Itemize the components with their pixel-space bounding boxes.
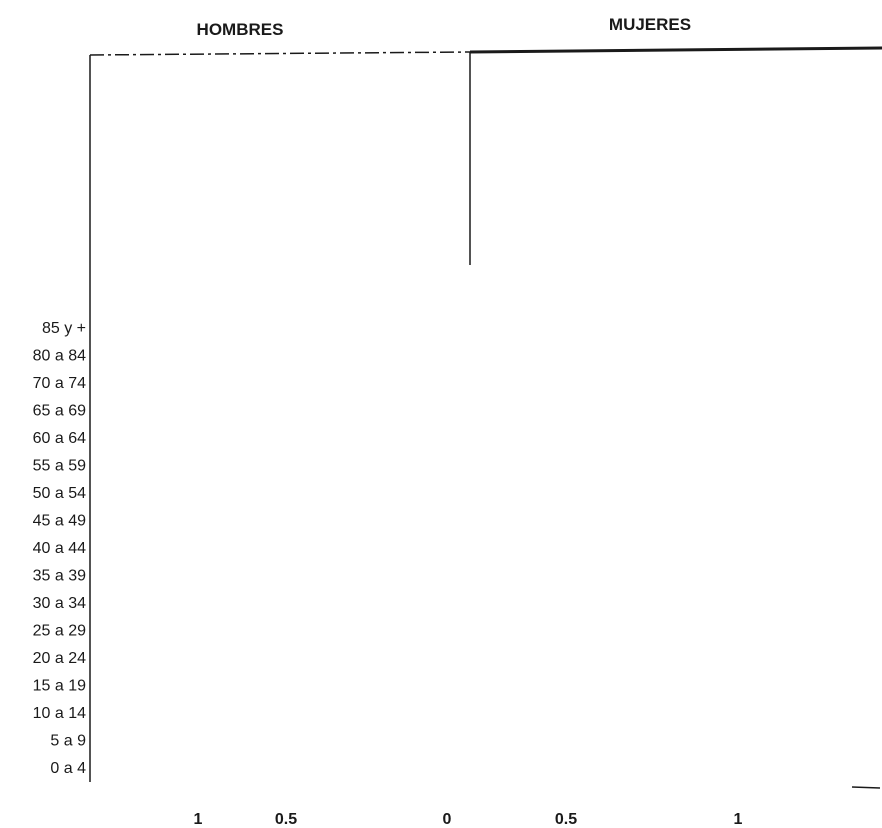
age-label: 80 a 84 (33, 348, 86, 365)
x-tick-label: 1 (194, 811, 203, 828)
age-label: 55 a 59 (33, 458, 86, 475)
panel-title-mujeres: MUJERES (609, 15, 691, 34)
age-label: 45 a 49 (33, 513, 86, 530)
age-group-labels: 0 a 4 5 a 9 10 a 14 15 a 19 20 a 24 25 a 29 30… (33, 320, 86, 777)
age-label: 85 y + (42, 320, 86, 337)
age-label: 25 a 29 (33, 623, 86, 640)
top-border-left (89, 51, 471, 56)
top-border-right (469, 46, 882, 54)
age-label: 70 a 74 (33, 375, 86, 392)
age-label: 20 a 24 (33, 650, 86, 667)
x-axis-tick-labels: 1 0.5 0 0.5 1 (194, 811, 743, 828)
x-tick-label: 0.5 (275, 811, 297, 828)
panel-title-hombres: HOMBRES (197, 20, 284, 39)
age-label: 40 a 44 (33, 540, 86, 557)
age-label: 5 a 9 (50, 733, 86, 750)
age-label: 60 a 64 (33, 430, 86, 447)
age-label: 65 a 69 (33, 403, 86, 420)
age-label: 35 a 39 (33, 568, 86, 585)
age-label: 0 a 4 (50, 760, 86, 777)
age-label: 10 a 14 (33, 705, 86, 722)
age-label: 50 a 54 (33, 485, 86, 502)
bottom-right-mark (851, 786, 881, 789)
chart-frame (89, 46, 882, 789)
x-tick-label: 0.5 (555, 811, 577, 828)
age-label: 15 a 19 (33, 678, 86, 695)
x-tick-label: 1 (734, 811, 743, 828)
age-label: 30 a 34 (33, 595, 86, 612)
x-tick-label: 0 (443, 811, 452, 828)
